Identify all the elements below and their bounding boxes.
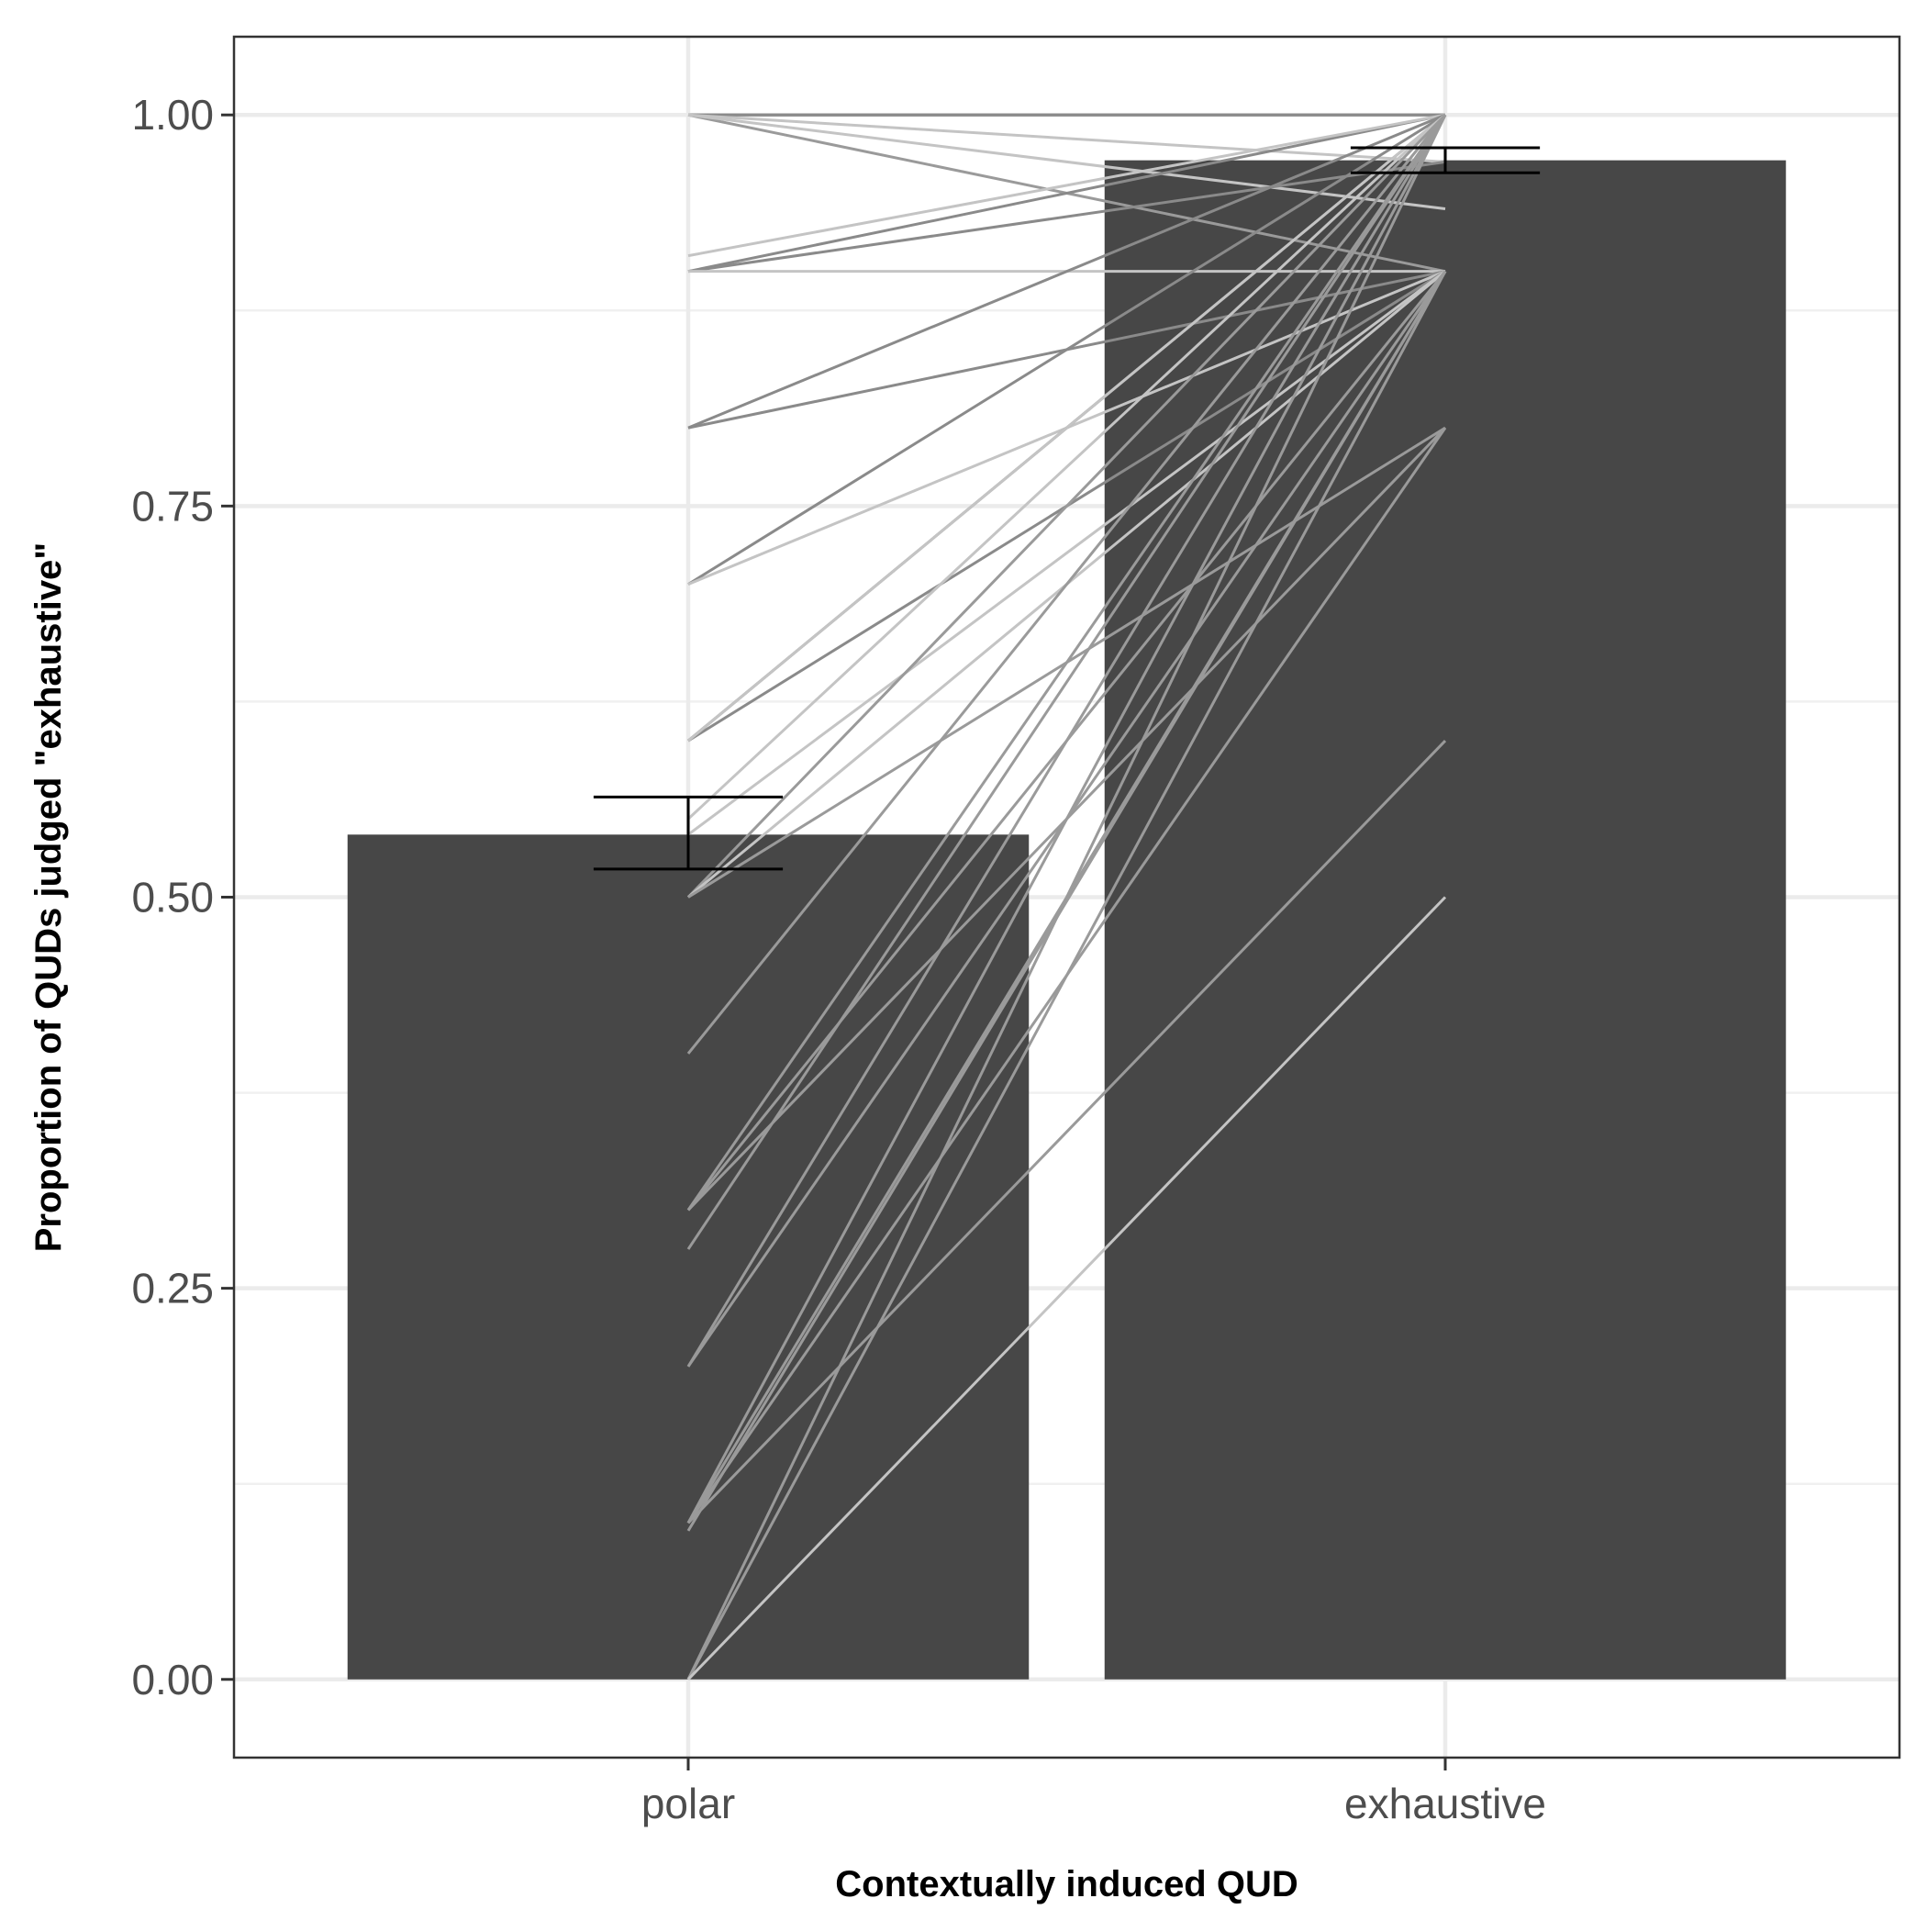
participant-line [686, 740, 1447, 1524]
participant-line [686, 270, 1447, 1681]
participant-line [686, 114, 1447, 1250]
participant-line [687, 160, 1446, 274]
participant-line [687, 114, 1446, 743]
x-axis-title: Contextually induced QUD [835, 1864, 1298, 1904]
error-bar-layer [593, 146, 1541, 871]
participant-lines-layer [686, 113, 1447, 1681]
participant-line [687, 270, 1446, 836]
y-tick-label: 0.75 [131, 482, 214, 530]
participant-line [687, 113, 1446, 430]
participant-line [686, 114, 1447, 821]
y-tick-label: 0.25 [131, 1265, 214, 1312]
y-tick-label: 1.00 [131, 91, 214, 139]
y-tick-label: 0.50 [131, 874, 214, 921]
participant-line [686, 270, 1447, 1532]
participant-line [686, 114, 1447, 899]
participant-line [686, 114, 1447, 1055]
participant-line [686, 114, 1447, 1368]
axis-layer: 0.00 0.25 0.50 0.75 1.00 polar exhaustive [131, 91, 1545, 1827]
participant-line [686, 114, 1447, 1524]
y-tick-label: 0.00 [131, 1656, 214, 1703]
participant-line [686, 114, 1447, 1681]
participant-line [687, 113, 1446, 274]
x-tick-label-polar: polar [641, 1780, 735, 1827]
bar-polar [347, 834, 1030, 1680]
participant-line [687, 113, 1446, 586]
y-axis-title: Proportion of QUDs judged "exhaustive" [28, 542, 69, 1253]
bar-exhaustive [1104, 160, 1787, 1680]
participant-line [686, 896, 1447, 1681]
x-tick-label-exhaustive: exhaustive [1344, 1780, 1546, 1827]
participant-line [686, 114, 1447, 1212]
participant-line [687, 113, 1446, 258]
participant-line [687, 113, 1446, 163]
